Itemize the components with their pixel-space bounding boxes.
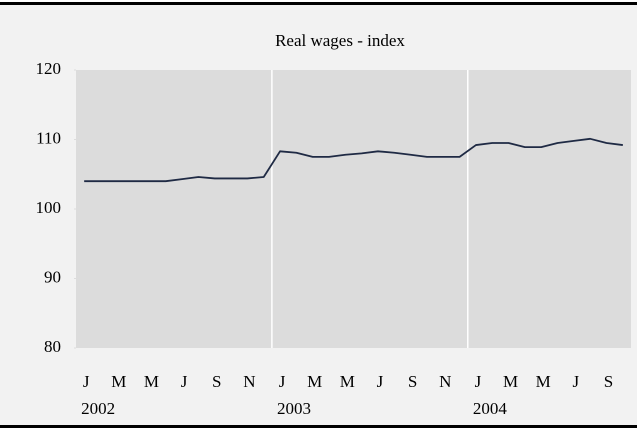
x-tick-label: J <box>83 372 90 391</box>
y-tick-label: 100 <box>36 198 62 217</box>
data-line <box>84 137 623 183</box>
x-tick-label: J <box>279 372 286 391</box>
plot-area <box>76 70 631 348</box>
x-tick-label: S <box>212 372 221 391</box>
top-border <box>0 2 637 5</box>
x-tick-label: J <box>573 372 580 391</box>
y-tick-label: 110 <box>36 128 61 147</box>
x-tick-label: M <box>536 372 551 391</box>
year-label: 2004 <box>473 399 508 418</box>
y-tick-label: 90 <box>44 267 61 286</box>
x-tick-label: N <box>439 372 451 391</box>
x-tick-label: M <box>503 372 518 391</box>
chart-title: Real wages - index <box>275 31 405 50</box>
x-tick-label: M <box>111 372 126 391</box>
year-label: 2003 <box>277 399 311 418</box>
x-tick-label: M <box>307 372 322 391</box>
year-label: 2002 <box>81 399 115 418</box>
x-tick-label: J <box>377 372 384 391</box>
x-tick-label: N <box>243 372 255 391</box>
y-tick-label: 80 <box>44 337 61 356</box>
x-tick-label: S <box>604 372 613 391</box>
x-tick-label: S <box>408 372 417 391</box>
y-tick-label: 120 <box>36 59 62 78</box>
x-tick-label: M <box>340 372 355 391</box>
x-tick-label: J <box>475 372 482 391</box>
bottom-border <box>0 425 637 428</box>
x-tick-label: J <box>181 372 188 391</box>
x-tick-label: M <box>144 372 159 391</box>
